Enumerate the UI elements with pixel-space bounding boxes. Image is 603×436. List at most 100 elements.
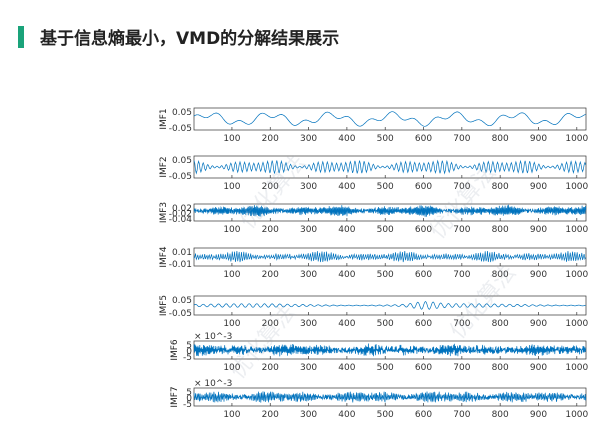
y-tick-label: -0.05 <box>169 309 192 319</box>
x-tick-label: 300 <box>300 134 317 144</box>
imf-signal-line <box>193 159 586 175</box>
y-tick-label: -5 <box>183 400 192 410</box>
y-axis-label: IMF3 <box>159 202 169 223</box>
x-tick-label: 300 <box>300 363 317 373</box>
y-tick-label: 0.05 <box>172 156 192 166</box>
x-tick-label: 400 <box>338 134 355 144</box>
x-tick-label: 800 <box>492 410 509 420</box>
x-tick-label: 300 <box>300 319 317 329</box>
page-title: 基于信息熵最小，VMD的分解结果展示 <box>40 29 340 49</box>
imf-signal-line <box>193 111 586 127</box>
x-tick-label: 200 <box>262 225 279 235</box>
x-tick-label: 100 <box>223 363 240 373</box>
x-tick-label: 1000 <box>565 363 588 373</box>
imf-panel-5: 100 200 300 400 500 600 700 800 900 1000 0.05 -0.05… <box>159 295 589 329</box>
x-tick-label: 800 <box>492 134 509 144</box>
y-tick-label: 0.05 <box>172 296 192 306</box>
x-tick-label: 1000 <box>565 319 588 329</box>
x-tick-label: 900 <box>530 410 547 420</box>
x-tick-label: 500 <box>377 410 394 420</box>
x-tick-label: 300 <box>300 410 317 420</box>
x-tick-label: 400 <box>338 182 355 192</box>
x-tick-label: 700 <box>453 182 470 192</box>
y-tick-label: -0.05 <box>169 124 192 134</box>
imf-panel-1: 100 200 300 400 500 600 700 800 900 1000 0.05 -0.05… <box>159 107 589 144</box>
y-axis-label: IMF7 <box>170 386 180 407</box>
x-tick-label: 600 <box>415 410 432 420</box>
x-tick-label: 500 <box>377 270 394 280</box>
x-tick-label: 700 <box>453 410 470 420</box>
x-tick-label: 500 <box>377 319 394 329</box>
x-tick-label: 800 <box>492 270 509 280</box>
x-tick-label: 200 <box>262 134 279 144</box>
x-tick-label: 800 <box>492 319 509 329</box>
x-tick-label: 500 <box>377 225 394 235</box>
y-axis-label: IMF2 <box>159 156 169 177</box>
plot-frame <box>193 107 587 131</box>
x-tick-label: 700 <box>453 319 470 329</box>
x-tick-label: 600 <box>415 134 432 144</box>
x-tick-label: 200 <box>262 410 279 420</box>
x-tick-label: 1000 <box>565 134 588 144</box>
x-tick-label: 600 <box>415 182 432 192</box>
imf-panel-3: 100 200 300 400 500 600 700 800 900 1000 0.02-0.02… <box>159 202 589 235</box>
x-tick-label: 800 <box>492 363 509 373</box>
x-tick-label: 900 <box>530 319 547 329</box>
y-axis-label: IMF5 <box>159 295 169 316</box>
y-tick-label: 0.02 <box>172 204 192 214</box>
y-tick-label: -0.05 <box>169 172 192 182</box>
x-tick-label: 700 <box>453 270 470 280</box>
y-tick-label: 0.05 <box>172 108 192 118</box>
x-tick-label: 800 <box>492 182 509 192</box>
x-tick-label: 600 <box>415 225 432 235</box>
y-tick-label: 5 <box>186 341 192 351</box>
x-tick-label: 600 <box>415 270 432 280</box>
imf-panel-2: 100 200 300 400 500 600 700 800 900 1000 0.05 -0.05… <box>159 155 589 192</box>
x-tick-label: 100 <box>223 319 240 329</box>
x-tick-label: 100 <box>223 270 240 280</box>
x-tick-label: 100 <box>223 225 240 235</box>
x-tick-label: 1000 <box>565 270 588 280</box>
y-tick-label: 0 <box>186 347 192 357</box>
imf-signal-line <box>193 343 587 357</box>
plot-frame <box>193 295 587 316</box>
x-tick-label: 200 <box>262 270 279 280</box>
x-tick-label: 400 <box>338 270 355 280</box>
x-tick-label: 400 <box>338 363 355 373</box>
x-tick-label: 100 <box>223 182 240 192</box>
x-tick-label: 100 <box>223 134 240 144</box>
x-tick-label: 300 <box>300 225 317 235</box>
imf-signal-line <box>193 250 586 263</box>
x-tick-label: 800 <box>492 225 509 235</box>
y-tick-label: -0.04 <box>169 215 193 225</box>
x-tick-label: 200 <box>262 363 279 373</box>
imf-panel-4: 100 200 300 400 500 600 700 800 900 1000 0.01 -0.01… <box>159 246 589 280</box>
y-tick-label: 0 <box>186 394 192 404</box>
x-tick-label: 400 <box>338 410 355 420</box>
imf-panel-6: 100 200 300 400 500 600 700 800 900 1000 50-5 × 10^… <box>170 332 589 373</box>
x-tick-label: 900 <box>530 363 547 373</box>
x-tick-label: 600 <box>415 363 432 373</box>
y-exponent-label: × 10^-3 <box>194 379 232 389</box>
x-tick-label: 400 <box>338 319 355 329</box>
imf-signal-line <box>193 301 586 310</box>
x-tick-label: 1000 <box>565 182 588 192</box>
x-tick-label: 1000 <box>565 410 588 420</box>
y-exponent-label: × 10^-3 <box>194 332 232 342</box>
x-tick-label: 500 <box>377 182 394 192</box>
x-tick-label: 500 <box>377 363 394 373</box>
x-tick-label: 300 <box>300 182 317 192</box>
x-tick-label: 700 <box>453 363 470 373</box>
x-tick-label: 300 <box>300 270 317 280</box>
imf-signal-line <box>193 391 587 403</box>
y-tick-label: 0.01 <box>172 248 192 258</box>
y-axis-label: IMF1 <box>159 108 169 129</box>
y-tick-label: -5 <box>183 353 192 363</box>
x-tick-label: 200 <box>262 182 279 192</box>
y-tick-label: 5 <box>186 388 192 398</box>
x-tick-label: 900 <box>530 182 547 192</box>
y-tick-label: -0.01 <box>169 260 192 270</box>
y-tick-label: -0.02 <box>169 210 192 220</box>
imf-signal-line <box>193 204 587 217</box>
